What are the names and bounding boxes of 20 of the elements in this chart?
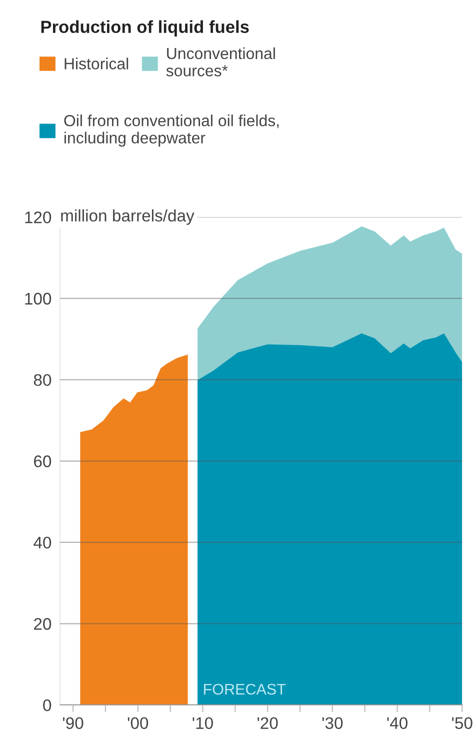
x-tick-label: '50 xyxy=(452,717,472,730)
y-tick-label: 0 xyxy=(43,699,52,712)
x-tick-label: '00 xyxy=(128,717,148,730)
y-tick-label: 100 xyxy=(25,292,52,305)
annotation: FORECAST xyxy=(204,684,286,695)
x-tick-label: '90 xyxy=(63,717,84,730)
x-tick-label: '10 xyxy=(192,717,213,730)
x-tick-label: '40 xyxy=(387,717,408,730)
x-tick-label: '30 xyxy=(322,717,343,730)
legend-label: Unconventional sources* xyxy=(166,47,275,76)
y-tick-label: 20 xyxy=(34,618,52,630)
legend-label: Historical xyxy=(64,58,128,70)
y-tick-label: 80 xyxy=(34,374,52,386)
y-tick-label: 40 xyxy=(34,536,52,549)
x-tick-label: '20 xyxy=(258,717,278,730)
chart-title: Production of liquid fuels xyxy=(41,20,249,36)
legend-label: Oil from conventional oil fields, including deepwater xyxy=(64,114,279,147)
y-tick-label: 60 xyxy=(34,455,52,468)
y-tick-label: 120 xyxy=(25,211,52,224)
y-axis-title: million barrels/day xyxy=(61,209,194,225)
